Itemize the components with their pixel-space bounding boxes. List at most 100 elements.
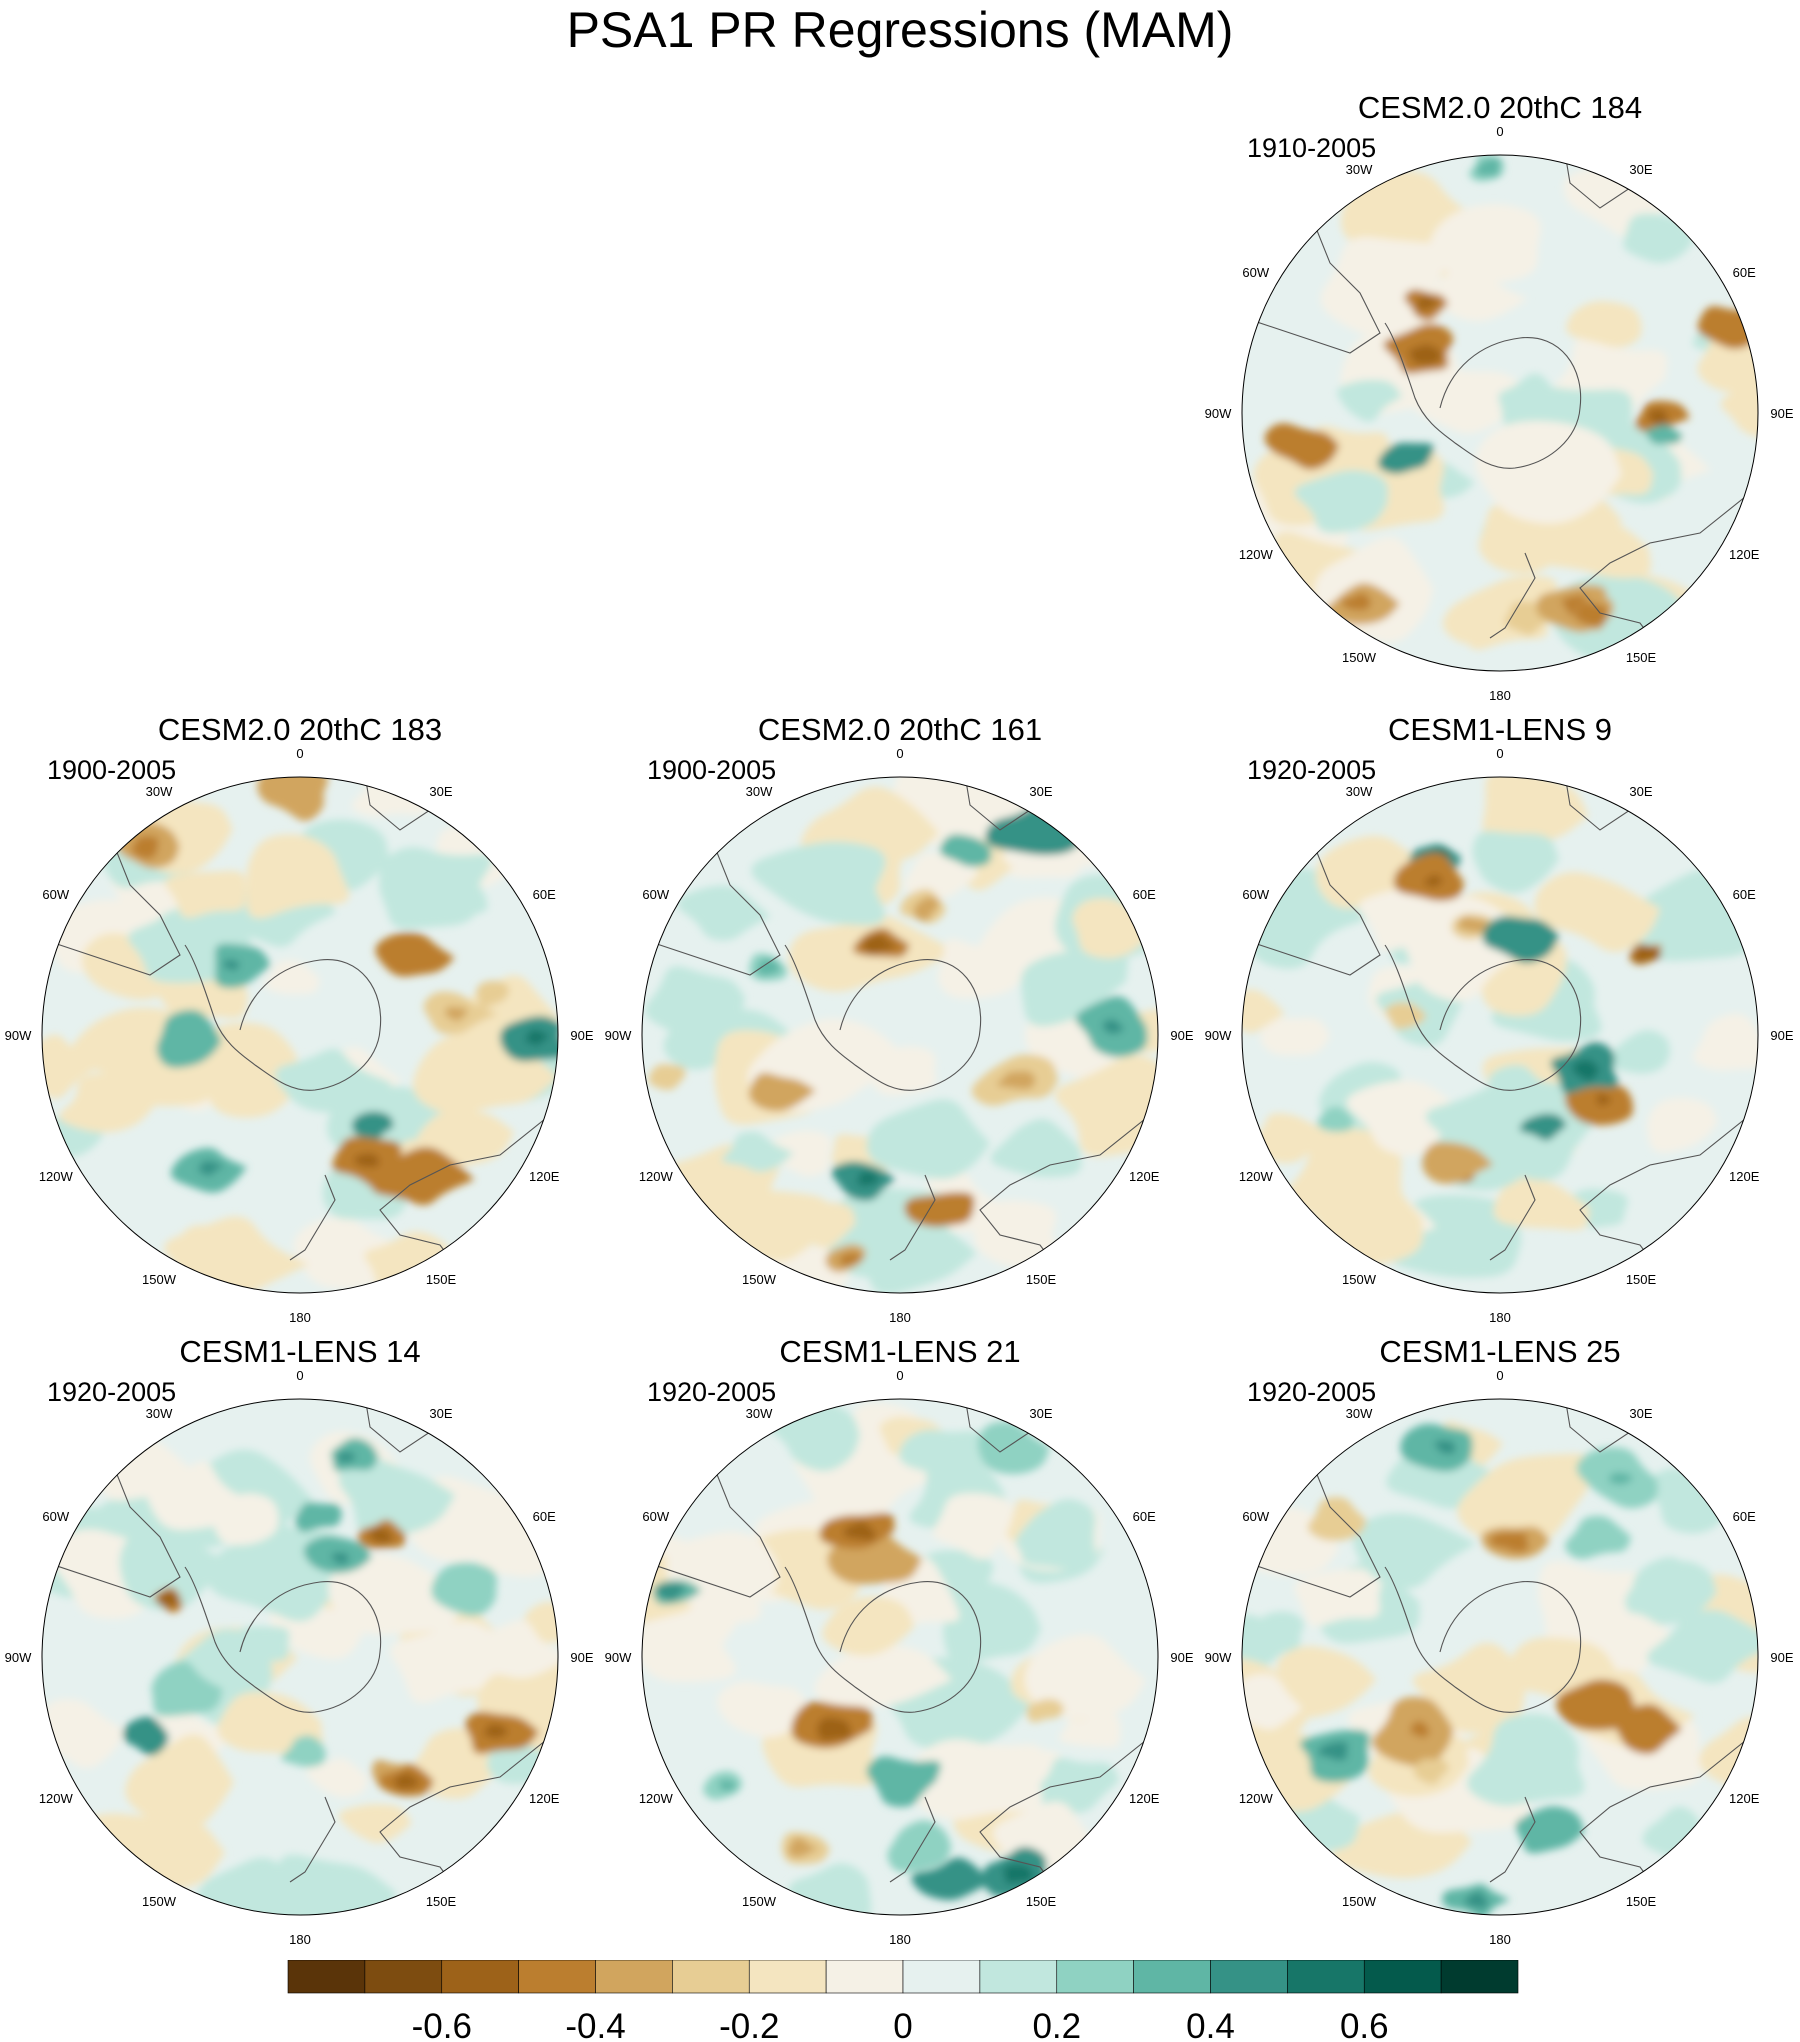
colorbar-swatch (979, 1960, 1058, 1994)
colorbar-swatch (1440, 1960, 1519, 1994)
contour-patch (913, 896, 939, 922)
longitude-label: 90E (1770, 406, 1793, 421)
contour-patch (1377, 442, 1434, 474)
contour-patch (773, 1199, 856, 1249)
longitude-label: 60E (1133, 887, 1156, 902)
map-panel: CESM1-LENS 21 0 30E 60E 90E 120E 150E 180 150W 12… (600, 1332, 1200, 1957)
longitude-label: 90W (1205, 406, 1232, 421)
contour-patch (1720, 389, 1758, 438)
longitude-label: 120E (1729, 547, 1760, 562)
longitude-label: 60E (1733, 265, 1756, 280)
africa-coastline (1559, 155, 1666, 209)
polar-map: 0 30E 60E 90E 120E 150E 180 150W 120W 90W 60W 30W (1205, 1368, 1794, 1947)
colorbar-swatch (518, 1960, 596, 1994)
contour-patch (42, 1034, 101, 1099)
contour-patch (322, 1168, 411, 1220)
contour-patch (1260, 1018, 1331, 1056)
polar-map: 0 30E 60E 90E 120E 150E 180 150W 120W 90W 60W 30W (5, 746, 594, 1325)
contour-patch (246, 834, 350, 919)
map-panel: CESM2.0 20thC 184 0 30E 60E 90E 120E 150E 180 15… (1200, 88, 1800, 713)
longitude-label: 30W (746, 1406, 773, 1421)
contour-patch (1402, 367, 1535, 434)
contour-patch (281, 1735, 326, 1768)
map-panel: CESM1-LENS 14 0 30E 60E 90E 120E 150E 180 150W 12… (0, 1332, 600, 1957)
contour-patch (1482, 916, 1559, 963)
longitude-label: 90E (1770, 1028, 1793, 1043)
longitude-label: 120E (529, 1791, 560, 1806)
contour-patch (306, 1758, 368, 1798)
longitude-label: 60E (1133, 1509, 1156, 1524)
contour-patch (328, 1553, 465, 1635)
polar-map: 0 30E 60E 90E 120E 150E 180 150W 120W 90W 60W 30W (605, 1368, 1194, 1947)
contour-patch (756, 958, 782, 976)
contour-patch (1294, 470, 1389, 533)
polar-map: 0 30E 60E 90E 120E 150E 180 150W 120W 90W 60W 30W (5, 1368, 594, 1947)
colorbar-swatch (1210, 1960, 1288, 1994)
contour-patch (445, 1006, 468, 1022)
longitude-label: 90E (1170, 1028, 1193, 1043)
map-border (1241, 1398, 1759, 1916)
colorbar-swatch (441, 1960, 519, 1994)
contour-patch (1457, 916, 1488, 933)
map-border (641, 1398, 1159, 1916)
longitude-label: 120E (1129, 1791, 1160, 1806)
map-border (41, 1398, 559, 1916)
longitude-label: 0 (1496, 124, 1503, 139)
contour-patch (1434, 1439, 1456, 1454)
contour-patch (999, 904, 1056, 940)
new-zealand-coastline (289, 1796, 336, 1883)
contour-patch (157, 1590, 181, 1608)
contour-patch (223, 959, 240, 972)
contour-patch (1318, 1741, 1349, 1761)
contour-patch (1623, 213, 1695, 263)
longitude-label: 30E (1629, 162, 1652, 177)
longitude-label: 90W (1205, 1650, 1232, 1665)
longitude-label: 120W (1239, 1169, 1274, 1184)
contour-patch (1294, 1568, 1383, 1627)
colorbar: -0.6 -0.4 -0.2 0 0.2 0.4 0.6 (287, 1960, 1519, 2042)
longitude-label: 0 (296, 746, 303, 761)
colorbar-tick-label: -0.2 (719, 2007, 779, 2042)
colorbar-swatch (1287, 1960, 1365, 1994)
contour-patch (677, 885, 771, 941)
contour-patch (1435, 265, 1528, 322)
contour-patch (1565, 1515, 1632, 1559)
contour-patch (1424, 874, 1444, 888)
contour-patch (380, 847, 493, 915)
longitude-label: 30E (1029, 784, 1052, 799)
map-panel: CESM1-LENS 9 0 30E 60E 90E 120E 150E 180 150W 120… (1200, 710, 1800, 1335)
longitude-label: 180 (889, 1310, 911, 1325)
longitude-label: 180 (289, 1310, 311, 1325)
contour-patch (1515, 1806, 1585, 1854)
longitude-label: 150E (426, 1894, 457, 1909)
antarctica-coastline (1384, 944, 1582, 1091)
contour-patch (1478, 504, 1591, 574)
contour-patch (1457, 1453, 1596, 1546)
contour-patch (1400, 1423, 1473, 1472)
colorbar-swatch (672, 1960, 750, 1994)
contour-patch (887, 1820, 952, 1873)
contour-patch (857, 1171, 880, 1186)
colorbar-swatch (287, 1960, 366, 1994)
contour-patch (375, 932, 455, 977)
contour-patch (197, 1160, 225, 1176)
contour-patch (817, 1717, 852, 1741)
longitude-label: 120E (1729, 1169, 1760, 1184)
contour-patch (1539, 492, 1623, 546)
longitude-label: 30W (1346, 162, 1373, 177)
longitude-label: 90E (1170, 1650, 1193, 1665)
contour-patch (822, 1596, 915, 1656)
map-panel: CESM2.0 20thC 183 0 30E 60E 90E 120E 150E 180 15… (0, 710, 600, 1335)
longitude-label: 150E (426, 1272, 457, 1287)
contour-patch (1317, 1106, 1354, 1132)
map-border (1241, 776, 1759, 1294)
colorbar-swatch (1363, 1960, 1442, 1994)
contour-patch (1624, 1560, 1717, 1625)
figure-title: PSA1 PR Regressions (MAM) (566, 2, 1234, 58)
new-zealand-coastline (1489, 552, 1536, 639)
longitude-label: 180 (1489, 1310, 1511, 1325)
contour-patch (131, 836, 159, 860)
panel-title: CESM2.0 20thC 184 (1357, 90, 1643, 125)
africa-coastline (359, 1399, 466, 1453)
contour-patch (295, 1502, 342, 1533)
